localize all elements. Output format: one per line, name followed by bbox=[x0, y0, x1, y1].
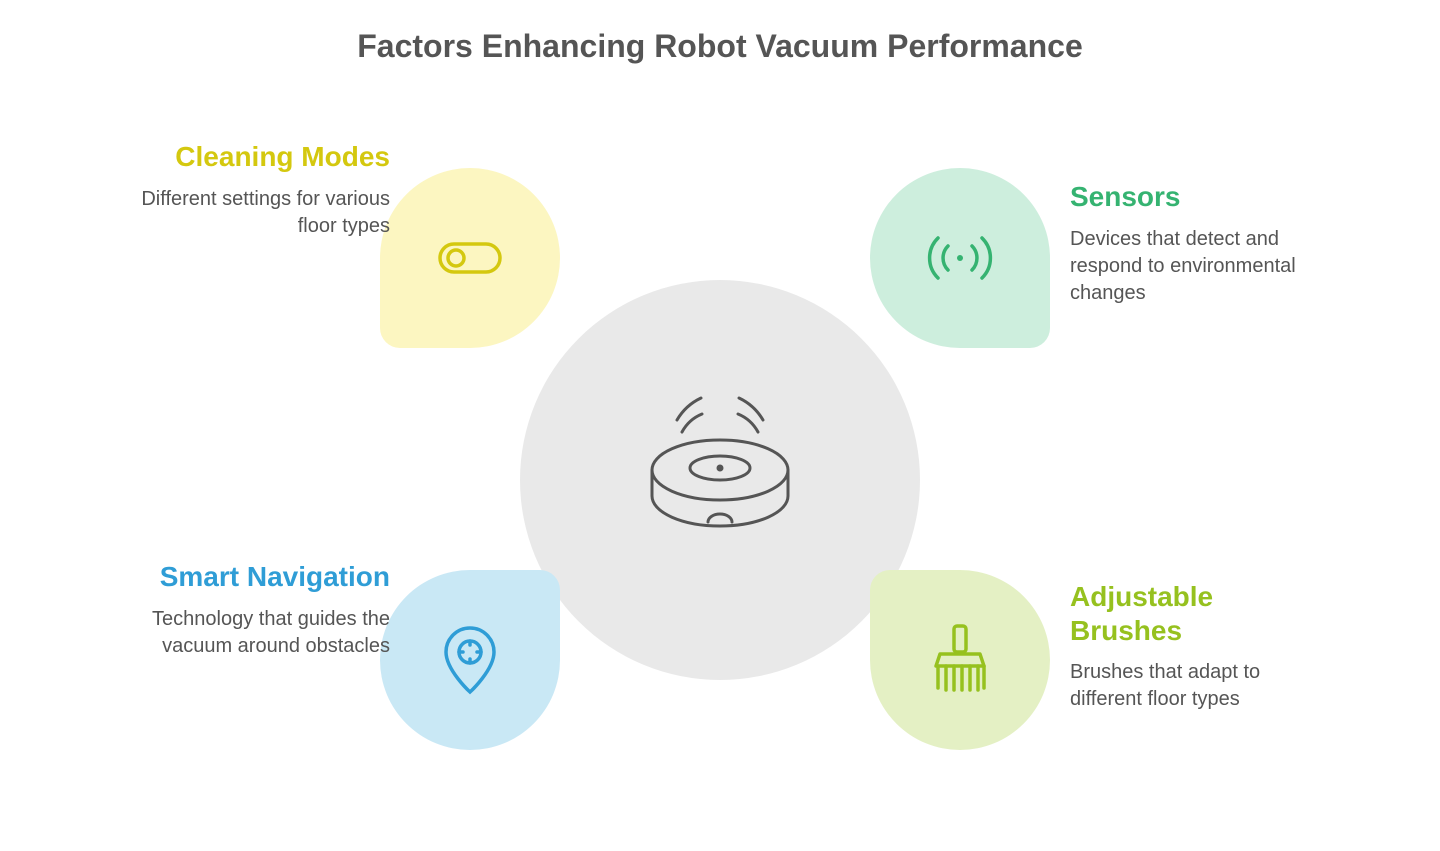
factor-cleaning-modes: Cleaning Modes Different settings for va… bbox=[130, 140, 390, 240]
factor-title: Smart Navigation bbox=[130, 560, 390, 594]
bubble-adjustable-brushes bbox=[870, 570, 1050, 750]
factor-title: Adjustable Brushes bbox=[1070, 580, 1330, 647]
factor-desc: Devices that detect and respond to envir… bbox=[1070, 226, 1330, 307]
bubble-sensors bbox=[870, 168, 1050, 348]
brush-icon bbox=[920, 620, 1000, 700]
signal-icon bbox=[920, 218, 1000, 298]
robot-vacuum-icon bbox=[620, 370, 820, 570]
factor-title: Cleaning Modes bbox=[130, 140, 390, 174]
factor-desc: Brushes that adapt to different floor ty… bbox=[1070, 659, 1330, 713]
factor-title: Sensors bbox=[1070, 180, 1330, 214]
factor-adjustable-brushes: Adjustable Brushes Brushes that adapt to… bbox=[1070, 580, 1330, 713]
factor-desc: Different settings for various floor typ… bbox=[130, 186, 390, 240]
location-target-icon bbox=[430, 620, 510, 700]
bubble-cleaning-modes bbox=[380, 168, 560, 348]
factor-smart-navigation: Smart Navigation Technology that guides … bbox=[130, 560, 390, 660]
factor-sensors: Sensors Devices that detect and respond … bbox=[1070, 180, 1330, 307]
toggle-icon bbox=[430, 218, 510, 298]
factor-desc: Technology that guides the vacuum around… bbox=[130, 606, 390, 660]
bubble-smart-navigation bbox=[380, 570, 560, 750]
page-title: Factors Enhancing Robot Vacuum Performan… bbox=[0, 28, 1440, 65]
